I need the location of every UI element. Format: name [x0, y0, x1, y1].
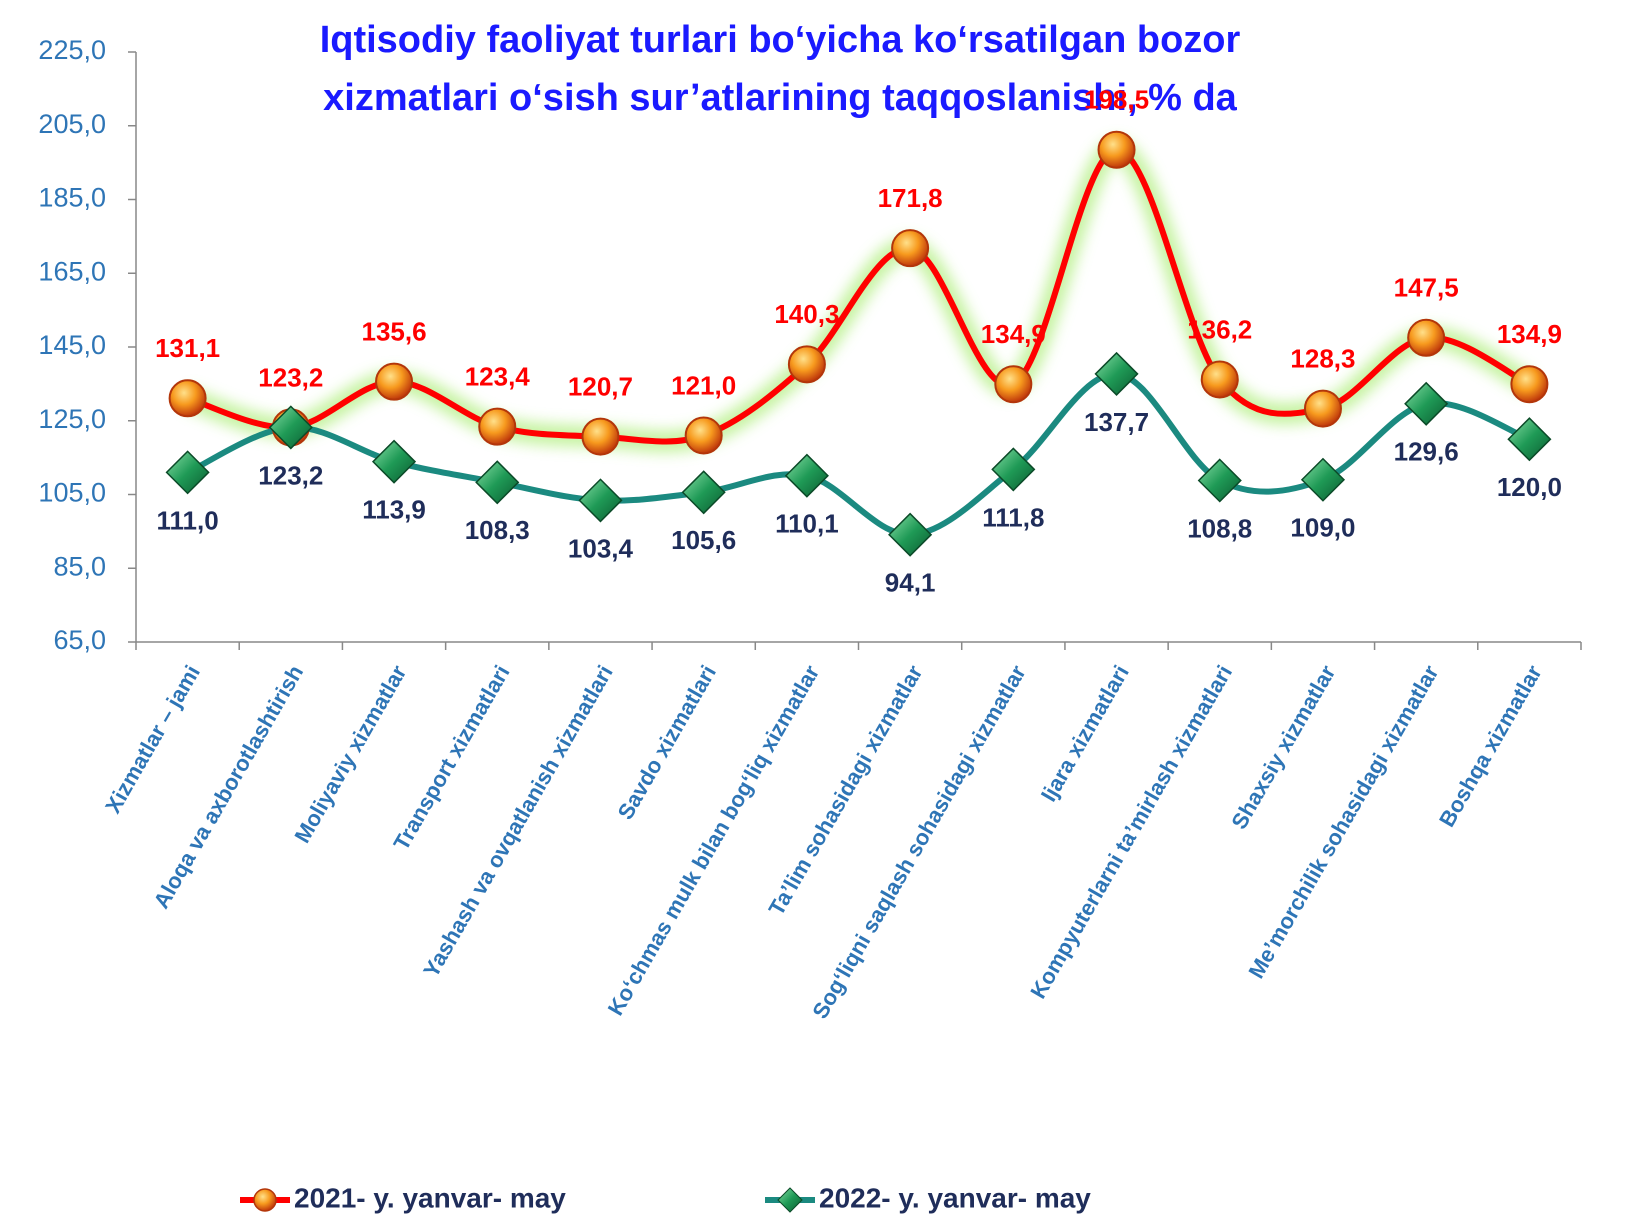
- data-label: 135,6: [361, 317, 426, 347]
- data-label: 120,7: [568, 371, 633, 401]
- point-marker: [1200, 360, 1239, 399]
- data-label: 111,8: [982, 502, 1044, 532]
- point-marker: [578, 478, 623, 523]
- x-tick-label: Moliyaviy xizmatlar: [289, 661, 411, 848]
- point-marker: [1094, 351, 1139, 396]
- data-label: 94,1: [885, 568, 936, 598]
- chart-title: Iqtisodiy faoliyat turlari bo‘yicha ko‘r…: [320, 19, 1241, 61]
- data-label: 198,5: [1084, 85, 1149, 115]
- point-marker: [1300, 457, 1346, 502]
- point-marker: [784, 453, 829, 498]
- data-label: 128,3: [1290, 343, 1355, 373]
- point-marker: [888, 512, 933, 557]
- y-tick-label: 225,0: [38, 35, 106, 65]
- y-tick-label: 105,0: [38, 478, 106, 508]
- data-label: 147,5: [1394, 273, 1459, 303]
- point-marker: [1404, 381, 1449, 426]
- y-tick-label: 165,0: [38, 256, 106, 286]
- point-marker: [1507, 417, 1552, 462]
- data-label: 121,0: [671, 370, 736, 400]
- x-tick-label: Kompyuterlarni ta’mirlash xizmatlari: [1025, 661, 1237, 1003]
- point-marker: [475, 460, 520, 505]
- point-marker: [1510, 365, 1549, 404]
- x-tick-label: Sog‘liqni saqlash sohasidagi xizmatlar: [807, 661, 1031, 1023]
- y-tick-label: 85,0: [53, 551, 106, 581]
- point-marker: [165, 450, 210, 495]
- x-tick-label: Shaxsiy xizmatlar: [1226, 661, 1340, 834]
- data-label: 134,9: [981, 319, 1046, 349]
- point-marker: [371, 439, 417, 484]
- x-tick-label: Yashash va ovqatlanish xizmatlari: [418, 661, 618, 982]
- data-label: 110,1: [775, 509, 839, 539]
- legend-label: 2021- y. yanvar- may: [294, 1182, 566, 1213]
- data-label: 108,3: [465, 515, 530, 545]
- chart-title: xizmatlari o‘sish sur’atlarining taqqosl…: [323, 77, 1237, 119]
- point-marker: [1197, 458, 1242, 503]
- legend-marker: [777, 1187, 803, 1213]
- x-tick-label: Me’morchilik sohasidagi xizmatlar: [1243, 661, 1443, 983]
- data-label: 113,9: [362, 495, 426, 525]
- x-tick-label: Ijara xizmatlari: [1036, 661, 1134, 806]
- data-label: 109,0: [1290, 513, 1355, 543]
- legend-marker: [253, 1188, 277, 1212]
- x-tick-label: Boshqa xizmatlar: [1434, 661, 1547, 832]
- data-label: 120,0: [1497, 472, 1562, 502]
- data-label: 103,4: [568, 533, 634, 563]
- data-label: 131,1: [155, 333, 220, 363]
- point-marker: [1097, 130, 1136, 169]
- data-label: 134,9: [1497, 319, 1562, 349]
- data-label: 171,8: [878, 183, 943, 213]
- point-marker: [1407, 318, 1446, 357]
- data-label: 123,4: [465, 362, 531, 392]
- data-label: 123,2: [258, 362, 323, 392]
- point-marker: [991, 447, 1036, 492]
- y-tick-label: 125,0: [38, 404, 106, 434]
- x-tick-label: Ko‘chmas mulk bilan bog‘liq xizmatlar: [603, 661, 825, 1020]
- data-label: 108,8: [1187, 513, 1252, 543]
- data-label: 140,3: [774, 299, 839, 329]
- point-marker: [478, 407, 517, 446]
- data-label: 136,2: [1187, 314, 1252, 344]
- point-marker: [1303, 389, 1342, 428]
- point-marker: [891, 229, 930, 268]
- x-tick-label: Transport xizmatlari: [388, 661, 514, 855]
- data-label: 105,6: [671, 525, 736, 555]
- legend-label: 2022- y. yanvar- may: [819, 1182, 1091, 1213]
- data-label: 137,7: [1084, 407, 1149, 437]
- y-tick-label: 205,0: [38, 109, 106, 139]
- y-tick-label: 185,0: [38, 183, 106, 213]
- point-marker: [681, 470, 726, 515]
- point-marker: [787, 345, 826, 384]
- y-tick-label: 65,0: [53, 625, 106, 655]
- data-label: 123,2: [258, 460, 323, 490]
- y-tick-label: 145,0: [38, 330, 106, 360]
- point-marker: [684, 416, 723, 455]
- point-marker: [268, 405, 313, 450]
- x-tick-label: Savdo xizmatlari: [613, 661, 721, 824]
- data-label: 111,0: [157, 505, 219, 535]
- x-tick-label: Xizmatlar – jami: [100, 661, 205, 818]
- point-marker: [168, 379, 207, 418]
- data-label: 129,6: [1394, 437, 1459, 467]
- point-marker: [581, 417, 620, 456]
- point-marker: [994, 365, 1033, 404]
- point-marker: [375, 362, 414, 401]
